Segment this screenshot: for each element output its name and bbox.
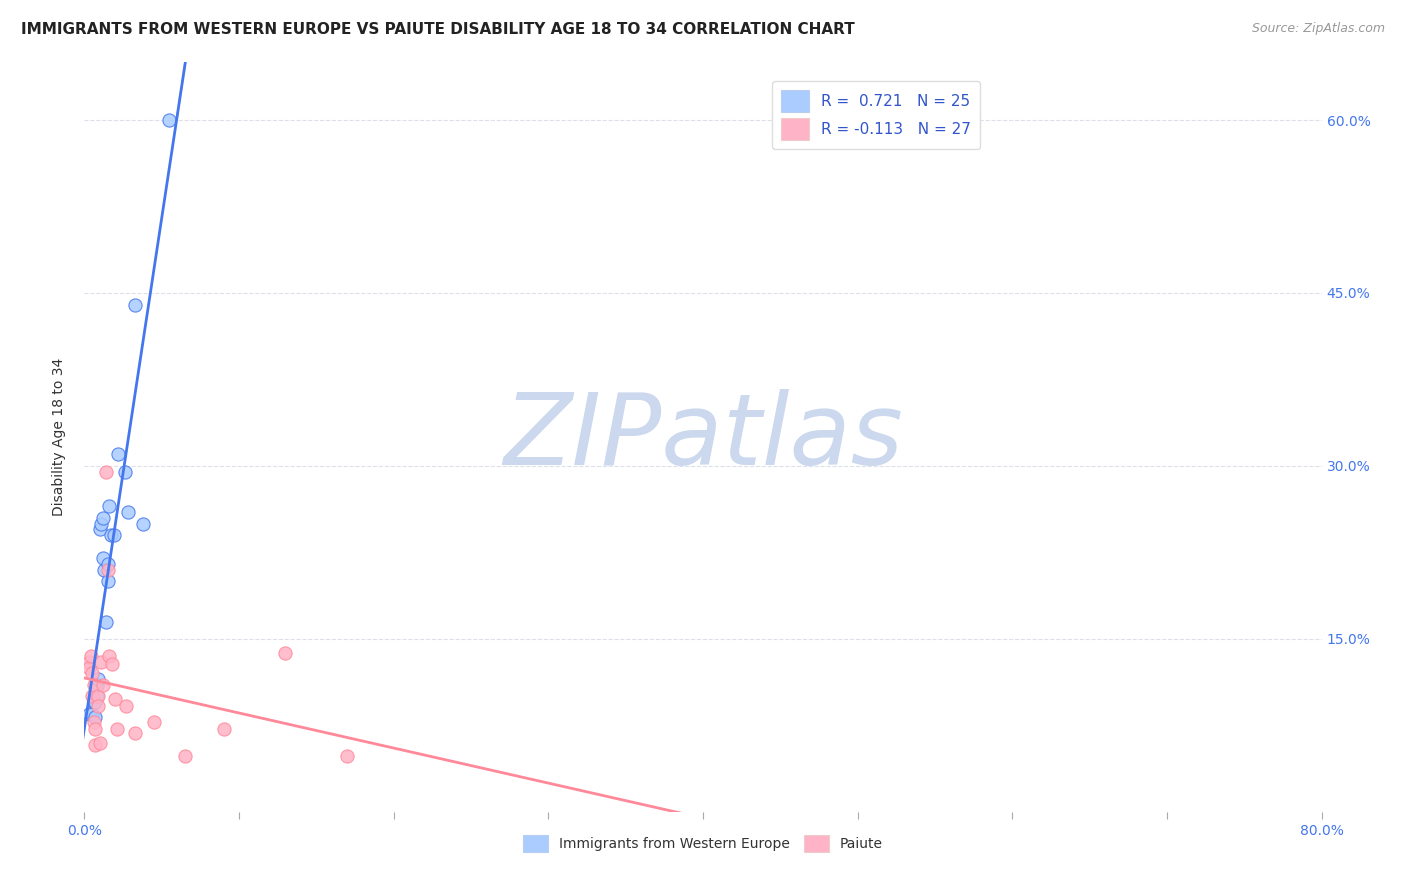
Legend: Immigrants from Western Europe, Paiute: Immigrants from Western Europe, Paiute	[517, 830, 889, 857]
Point	[86, 690, 108, 704]
Point	[96, 557, 118, 571]
Point	[212, 722, 235, 736]
Point	[83, 714, 105, 729]
Point	[132, 516, 155, 531]
Point	[89, 522, 111, 536]
Point	[98, 649, 121, 664]
Point	[100, 528, 122, 542]
Point	[114, 465, 136, 479]
Point	[174, 749, 197, 764]
Point	[77, 660, 100, 674]
Point	[107, 447, 129, 461]
Point	[77, 655, 100, 669]
Point	[336, 749, 359, 764]
Point	[94, 615, 117, 629]
Point	[89, 735, 111, 749]
Point	[93, 563, 115, 577]
Point	[159, 113, 180, 128]
Point	[84, 695, 107, 709]
Point	[83, 695, 105, 709]
Point	[94, 465, 117, 479]
Point	[96, 574, 118, 589]
Point	[84, 722, 107, 736]
Point	[83, 678, 105, 692]
Point	[115, 698, 138, 713]
Point	[98, 500, 121, 514]
Text: IMMIGRANTS FROM WESTERN EUROPE VS PAIUTE DISABILITY AGE 18 TO 34 CORRELATION CHA: IMMIGRANTS FROM WESTERN EUROPE VS PAIUTE…	[21, 22, 855, 37]
Point	[143, 714, 166, 729]
Point	[274, 646, 297, 660]
Point	[87, 690, 110, 704]
Point	[86, 678, 108, 692]
Point	[105, 722, 128, 736]
Point	[91, 551, 114, 566]
Point	[101, 657, 124, 672]
Point	[82, 706, 104, 721]
Point	[91, 510, 114, 524]
Point	[90, 516, 112, 531]
Y-axis label: Disability Age 18 to 34: Disability Age 18 to 34	[52, 358, 66, 516]
Point	[124, 297, 146, 311]
Point	[82, 666, 104, 681]
Point	[87, 698, 110, 713]
Point	[91, 678, 114, 692]
Point	[77, 706, 100, 721]
Point	[87, 672, 110, 686]
Point	[117, 505, 139, 519]
Point	[104, 691, 127, 706]
Point	[84, 710, 107, 724]
Point	[79, 649, 101, 664]
Point	[103, 528, 125, 542]
Point	[96, 563, 118, 577]
Text: ZIPatlas: ZIPatlas	[503, 389, 903, 485]
Text: Source: ZipAtlas.com: Source: ZipAtlas.com	[1251, 22, 1385, 36]
Point	[90, 655, 112, 669]
Point	[84, 738, 107, 752]
Point	[82, 690, 104, 704]
Point	[124, 726, 146, 740]
